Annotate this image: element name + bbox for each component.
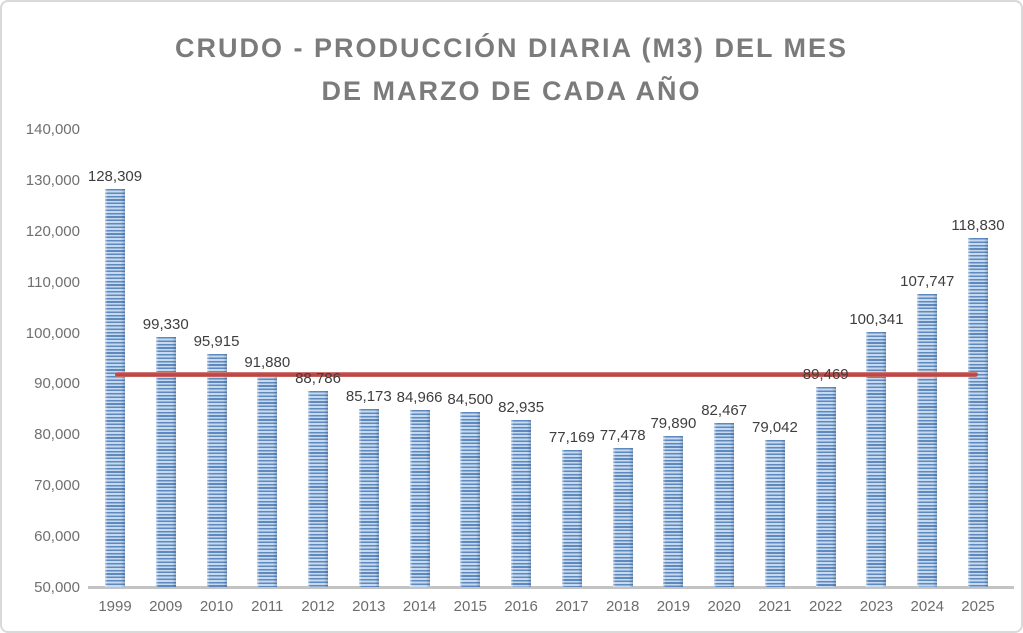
bar-2021 [764, 440, 785, 587]
y-axis-tick-label: 90,000 [34, 375, 80, 393]
bar-2009 [155, 336, 176, 588]
bar-value-label: 79,890 [650, 414, 697, 432]
bar-value-label: 84,966 [396, 389, 443, 407]
y-axis-tick-label: 100,000 [25, 324, 80, 342]
y-axis-tick-label: 130,000 [25, 171, 80, 189]
y-axis-tick-label: 140,000 [25, 121, 80, 138]
bar-value-label: 128,309 [87, 168, 143, 186]
bar-value-label: 95,915 [193, 333, 240, 351]
x-axis-tick-label: 1999 [98, 598, 132, 615]
bar-2023 [866, 331, 887, 588]
y-axis-tick-label: 60,000 [34, 528, 80, 546]
bar-value-label: 107,747 [900, 273, 955, 291]
x-axis-tick-label: 2009 [149, 598, 183, 615]
bar-value-label: 77,478 [599, 427, 646, 445]
bar-2012 [308, 390, 329, 588]
bar-1999 [105, 189, 125, 587]
bar-value-label: 88,786 [295, 369, 341, 387]
x-axis-tick-label: 2012 [301, 598, 335, 615]
x-axis-tick-label: 2025 [961, 598, 995, 615]
x-axis-tick-label: 2010 [199, 598, 234, 615]
bar-2013 [358, 409, 379, 587]
bar-2014 [409, 410, 430, 587]
y-axis-tick-label: 70,000 [34, 477, 80, 495]
y-axis-tick-label: 110,000 [26, 273, 80, 291]
bar-value-label: 89,469 [802, 366, 849, 384]
bar-value-label: 79,042 [751, 419, 798, 437]
bar-2018 [612, 448, 633, 587]
chart-title-line-1: CRUDO - PRODUCCIÓN DIARIA (M3) DEL MES [174, 33, 848, 63]
x-axis-tick-label: 2016 [504, 598, 538, 615]
y-axis-tick-label: 120,000 [25, 222, 80, 240]
bar-value-label: 100,341 [849, 310, 904, 328]
x-axis-tick-label: 2024 [910, 598, 944, 615]
bar-value-label: 77,169 [548, 428, 595, 446]
bar-2017 [561, 449, 582, 588]
x-axis-tick-label: 2023 [859, 598, 894, 615]
chart-title: CRUDO - PRODUCCIÓN DIARIA (M3) DEL MES D… [2, 27, 1021, 113]
x-axis-line [88, 586, 1014, 589]
bar-2015 [460, 412, 481, 587]
bar-2024 [917, 294, 938, 587]
x-axis-tick-label: 2020 [707, 598, 741, 615]
x-axis-tick-label: 2021 [758, 598, 792, 615]
bar-2011 [257, 374, 278, 588]
x-axis-tick-label: 2013 [352, 598, 386, 615]
reference-line [115, 372, 978, 378]
x-axis-tick-label: 2019 [656, 598, 691, 615]
bar-value-label: 84,500 [447, 391, 494, 409]
x-axis-tick-label: 2011 [251, 598, 284, 615]
y-axis-tick-label: 50,000 [34, 579, 80, 596]
bar-2022 [815, 387, 836, 587]
bar-value-label: 82,935 [498, 399, 545, 417]
bar-value-label: 99,330 [142, 315, 189, 333]
x-axis-tick-label: 2017 [555, 598, 589, 615]
x-axis-tick-label: 2014 [402, 598, 437, 615]
x-axis-tick-label: 2018 [605, 598, 640, 615]
bar-value-label: 82,467 [701, 401, 748, 419]
x-axis-tick-label: 2015 [453, 598, 488, 615]
bar-2016 [511, 420, 532, 587]
bar-value-label: 85,173 [345, 388, 392, 405]
y-axis-tick-label: 80,000 [34, 426, 80, 444]
bar-2019 [663, 435, 684, 588]
bar-2020 [714, 422, 735, 588]
x-axis-tick-label: 2022 [809, 598, 843, 615]
bar-2025 [967, 237, 988, 588]
bar-value-label: 91,880 [244, 353, 291, 371]
bar-2010 [206, 354, 227, 587]
bar-value-label: 118,830 [951, 216, 1005, 234]
chart-title-line-2: DE MARZO DE CADA AÑO [321, 76, 702, 106]
